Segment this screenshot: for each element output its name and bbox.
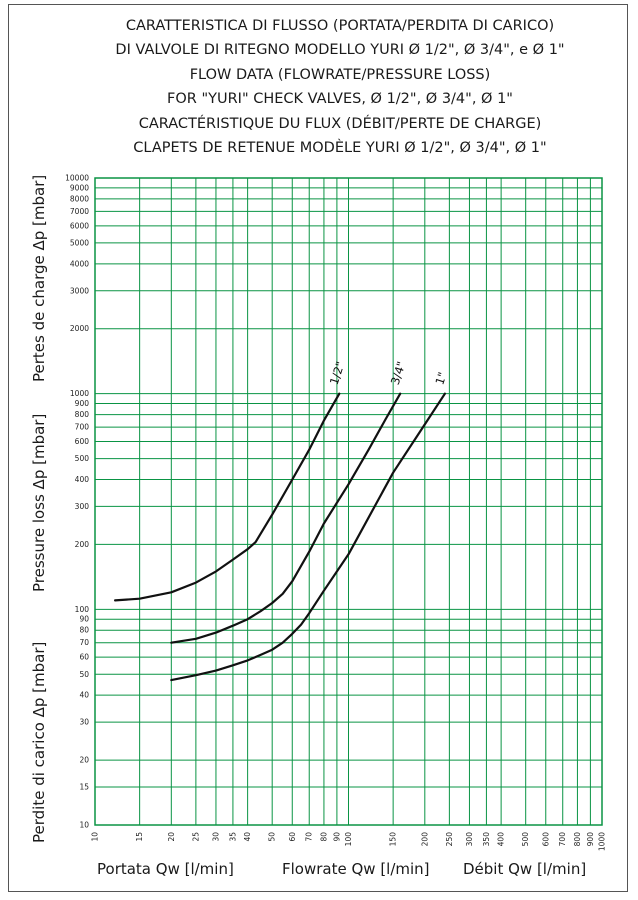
- y-tick-label: 200: [75, 540, 90, 549]
- y-tick-label: 4000: [70, 259, 89, 268]
- x-tick-label: 90: [332, 832, 341, 842]
- y-tick-label: 7000: [70, 207, 89, 216]
- y-tick-label: 70: [79, 638, 89, 647]
- y-tick-label: 80: [79, 626, 89, 635]
- y-tick-label: 100: [75, 605, 90, 614]
- y-tick-label: 400: [75, 475, 90, 484]
- x-axis-label-french: Débit Qw [l/min]: [463, 860, 587, 878]
- y-tick-label: 40: [79, 691, 89, 700]
- x-tick-label: 15: [135, 832, 144, 842]
- chart-title-line-1: CARATTERISTICA DI FLUSSO (PORTATA/PERDIT…: [125, 18, 555, 34]
- y-tick-label: 800: [75, 410, 90, 419]
- series-label-1: 1/2": [327, 360, 348, 387]
- x-tick-label: 100: [344, 832, 353, 847]
- y-tick-label: 15: [79, 783, 89, 792]
- y-tick-label: 600: [75, 437, 90, 446]
- y-tick-label: 50: [79, 670, 89, 679]
- x-tick-label: 800: [573, 832, 582, 847]
- y-tick-label: 60: [79, 653, 89, 662]
- series-label-2: 3/4": [388, 360, 409, 387]
- x-tick-label: 20: [167, 832, 176, 842]
- y-tick-label: 5000: [70, 238, 89, 247]
- x-tick-label: 700: [558, 832, 567, 847]
- x-tick-label: 70: [305, 832, 314, 842]
- series-line-2: [170, 392, 402, 644]
- chart-title-line-5: CARACTÉRISTIQUE DU FLUX (DÉBIT/PERTE DE …: [138, 115, 542, 132]
- x-axis-label-english: Flowrate Qw [l/min]: [282, 860, 430, 878]
- y-tick-label: 90: [79, 615, 89, 624]
- y-tick-label: 1000: [70, 389, 89, 398]
- y-tick-label: 900: [75, 399, 90, 408]
- series-label-3: 1": [432, 370, 449, 386]
- chart-title-line-3: FLOW DATA (FLOWRATE/PRESSURE LOSS): [189, 66, 491, 83]
- x-tick-label: 10: [91, 832, 100, 842]
- x-tick-label: 500: [521, 832, 530, 847]
- chart-title-line-6: CLAPETS DE RETENUE MODÈLE YURI Ø 1/2", Ø…: [133, 140, 547, 157]
- x-tick-label: 250: [445, 832, 454, 847]
- chart-title-line-2: DI VALVOLE DI RITEGNO MODELLO YURI Ø 1/2…: [115, 42, 565, 59]
- x-tick-label: 1000: [598, 832, 607, 851]
- x-axis-label-italian: Portata Qw [l/min]: [97, 860, 234, 878]
- y-tick-label: 6000: [70, 221, 89, 230]
- y-tick-label: 9000: [70, 183, 89, 192]
- series-line-1: [114, 392, 341, 602]
- x-tick-label: 600: [541, 832, 550, 847]
- chart-title-block: CARATTERISTICA DI FLUSSO (PORTATA/PERDIT…: [80, 14, 600, 160]
- x-tick-label: 35: [228, 832, 237, 842]
- y-tick-label: 10000: [65, 174, 89, 183]
- x-tick-label: 30: [211, 832, 220, 842]
- x-tick-label: 40: [243, 832, 252, 842]
- x-tick-label: 80: [319, 832, 328, 842]
- y-tick-label: 8000: [70, 194, 89, 203]
- y-tick-label: 30: [79, 718, 89, 727]
- x-tick-label: 900: [586, 832, 595, 847]
- chart-frame: [8, 4, 628, 892]
- x-tick-label: 60: [288, 832, 297, 842]
- plot-border: [94, 177, 603, 826]
- x-tick-label: 300: [465, 832, 474, 847]
- series-line-3: [170, 392, 446, 682]
- x-tick-label: 200: [420, 832, 429, 847]
- y-tick-label: 20: [79, 756, 89, 765]
- y-tick-label: 700: [75, 423, 90, 432]
- x-tick-label: 150: [389, 832, 398, 847]
- y-tick-label: 500: [75, 454, 90, 463]
- x-tick-label: 350: [482, 832, 491, 847]
- y-tick-label: 2000: [70, 324, 89, 333]
- y-tick-label: 3000: [70, 286, 89, 295]
- x-tick-label: 400: [497, 832, 506, 847]
- y-tick-label: 10: [79, 821, 89, 830]
- x-tick-label: 25: [191, 832, 200, 842]
- y-tick-label: 300: [75, 502, 90, 511]
- x-tick-label: 50: [268, 832, 277, 842]
- chart-title-line-4: FOR "YURI" CHECK VALVES, Ø 1/2", Ø 3/4",…: [167, 91, 513, 108]
